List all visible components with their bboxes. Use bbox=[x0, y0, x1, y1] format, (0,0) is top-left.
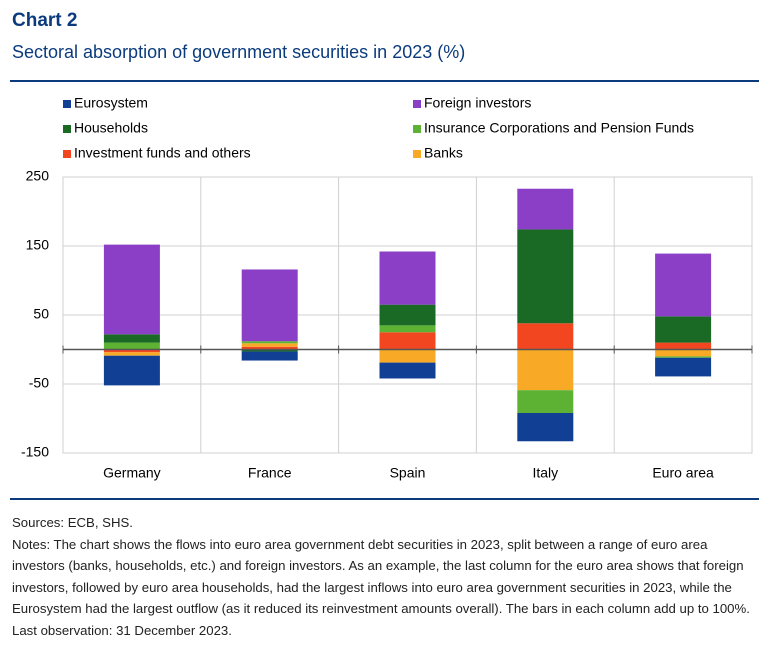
bar-segment bbox=[379, 251, 436, 305]
bar-segment bbox=[379, 304, 436, 326]
bar-segment bbox=[655, 316, 712, 343]
bar-segment bbox=[241, 343, 298, 347]
rule bbox=[10, 498, 759, 500]
legend-label: Banks bbox=[424, 145, 463, 161]
bar-segment bbox=[517, 188, 574, 230]
legend-label: Investment funds and others bbox=[74, 145, 251, 161]
bar-segment bbox=[103, 355, 160, 386]
legend-swatch bbox=[63, 125, 71, 133]
bar-segment bbox=[103, 352, 160, 356]
legend-swatch bbox=[63, 150, 71, 158]
rule bbox=[10, 80, 759, 82]
legend-label: Households bbox=[74, 120, 148, 136]
x-tick-label: Italy bbox=[532, 465, 558, 481]
bar-segment bbox=[655, 349, 712, 357]
bar-segment bbox=[241, 351, 298, 361]
legend-swatch bbox=[413, 150, 421, 158]
bar-segment bbox=[655, 342, 712, 350]
bar-segment bbox=[103, 244, 160, 335]
bar-segment bbox=[655, 253, 712, 317]
sources: Sources: ECB, SHS. bbox=[12, 515, 133, 530]
bar-segment bbox=[379, 362, 436, 379]
x-tick-label: Germany bbox=[103, 465, 161, 481]
y-tick-label: -50 bbox=[29, 375, 49, 391]
bar-segment bbox=[655, 356, 712, 358]
y-tick-label: -150 bbox=[21, 444, 49, 460]
legend-swatch bbox=[413, 125, 421, 133]
x-tick-label: Euro area bbox=[652, 465, 714, 481]
legend-label: Eurosystem bbox=[74, 95, 148, 111]
bar-segment bbox=[517, 229, 574, 324]
legend-swatch bbox=[413, 100, 421, 108]
bar-segment bbox=[241, 269, 298, 342]
chart-subtitle: Sectoral absorption of government securi… bbox=[12, 42, 466, 62]
bar-segment bbox=[241, 341, 298, 344]
x-tick-label: Spain bbox=[390, 465, 426, 481]
bar-segment bbox=[103, 349, 160, 353]
bar-segment bbox=[517, 390, 574, 413]
bar-segment bbox=[379, 325, 436, 333]
bar-segment bbox=[517, 412, 574, 442]
chart-title: Chart 2 bbox=[12, 10, 78, 31]
footer: Sources: ECB, SHS. Notes: The chart show… bbox=[12, 512, 757, 642]
bar-segment bbox=[655, 357, 712, 377]
y-tick-label: 50 bbox=[33, 306, 49, 322]
y-tick-label: 150 bbox=[26, 237, 50, 253]
x-tick-label: France bbox=[248, 465, 292, 481]
bar-segment bbox=[379, 332, 436, 350]
bar-segment bbox=[103, 334, 160, 343]
legend-label: Insurance Corporations and Pension Funds bbox=[424, 120, 694, 136]
y-tick-label: 250 bbox=[26, 168, 50, 184]
legend-label: Foreign investors bbox=[424, 95, 531, 111]
bar-segment bbox=[517, 323, 574, 350]
bar-segment bbox=[517, 349, 574, 391]
bar-segment bbox=[241, 346, 298, 350]
bar-segment bbox=[379, 349, 436, 363]
notes: Notes: The chart shows the flows into eu… bbox=[12, 536, 750, 638]
legend-swatch bbox=[63, 100, 71, 108]
bar-segment bbox=[103, 342, 160, 350]
chart: -150 -50 50 150 250 Eurosystem Foreign investo… bbox=[21, 95, 753, 481]
bar-segment bbox=[241, 349, 298, 352]
